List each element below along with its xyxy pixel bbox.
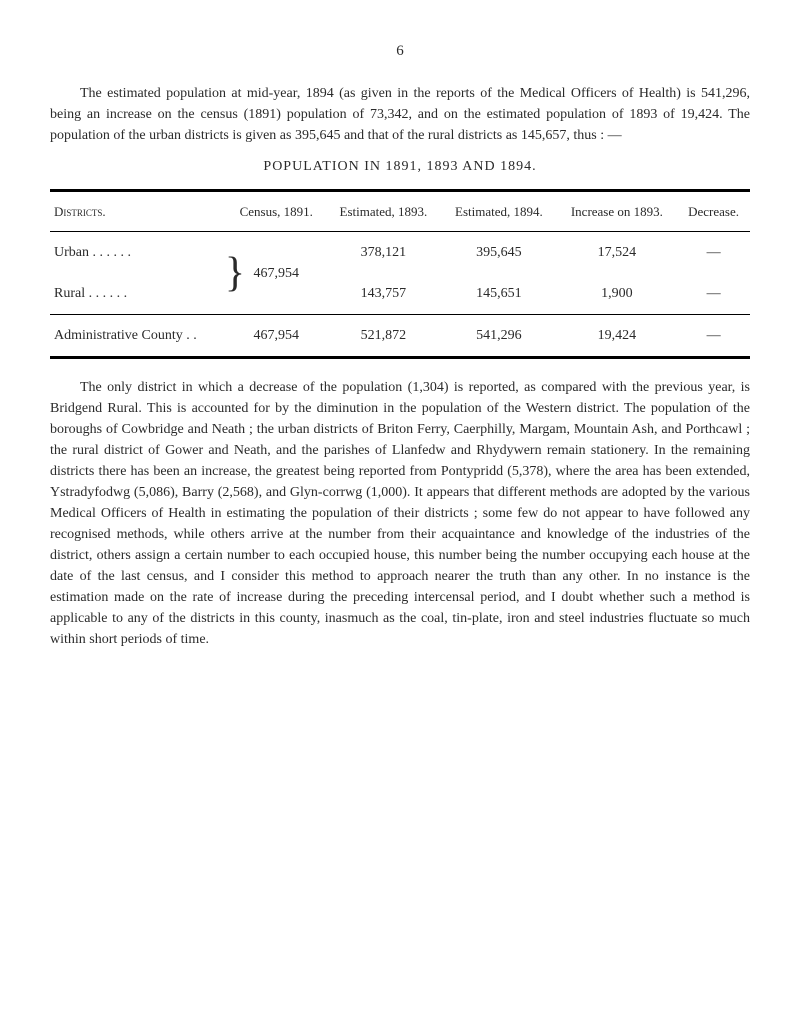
row-rural-inc: 1,900 (557, 273, 678, 315)
col-header-districts: Districts. (50, 190, 227, 232)
row-admin-dec: — (677, 315, 750, 358)
row-rural-dec: — (677, 273, 750, 315)
row-urban-inc: 17,524 (557, 232, 678, 274)
row-urban-label: Urban . . . . . . (50, 232, 227, 274)
col-header-census: Census, 1891. (227, 190, 326, 232)
col-header-est1894: Estimated, 1894. (441, 190, 557, 232)
row-urban-est1894: 395,645 (441, 232, 557, 274)
row-rural-label: Rural . . . . . . (50, 273, 227, 315)
row-admin-census: 467,954 (227, 315, 326, 358)
row-urban-est1893: 378,121 (326, 232, 442, 274)
row-urban-dec: — (677, 232, 750, 274)
intro-paragraph: The estimated population at mid-year, 18… (50, 83, 750, 146)
row-admin-label: Administrative County . . (50, 315, 227, 358)
page-number: 6 (50, 40, 750, 63)
row-admin-est1893: 521,872 (326, 315, 442, 358)
population-table: Districts. Census, 1891. Estimated, 1893… (50, 189, 750, 360)
row-admin-est1894: 541,296 (441, 315, 557, 358)
col-header-est1893: Estimated, 1893. (326, 190, 442, 232)
table-title: POPULATION IN 1891, 1893 AND 1894. (50, 156, 750, 177)
body-paragraph: The only district in which a decrease of… (50, 377, 750, 650)
row-census-merged: } 467,954 (227, 232, 326, 315)
row-rural-est1893: 143,757 (326, 273, 442, 315)
row-rural-est1894: 145,651 (441, 273, 557, 315)
row-admin-inc: 19,424 (557, 315, 678, 358)
col-header-decrease: Decrease. (677, 190, 750, 232)
col-header-increase: Increase on 1893. (557, 190, 678, 232)
